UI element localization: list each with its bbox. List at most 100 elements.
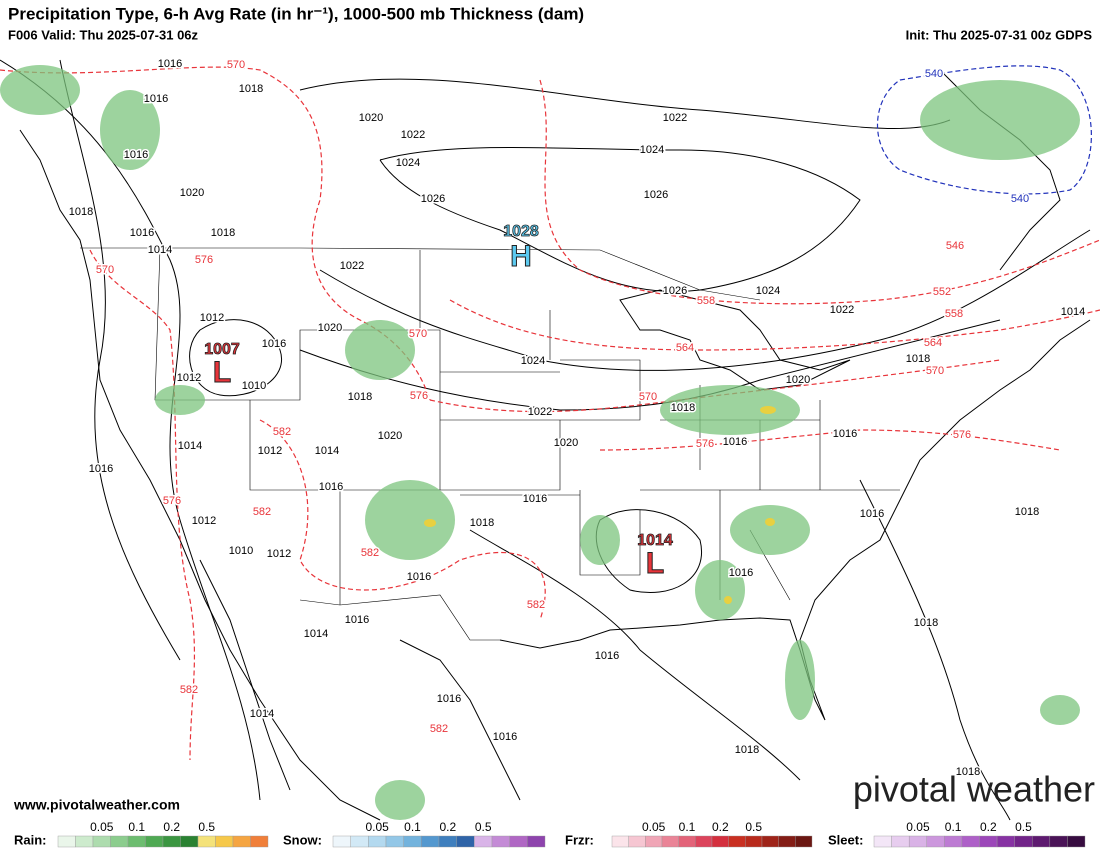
- thickness-label: 576: [163, 495, 181, 507]
- legend-swatch: [1049, 835, 1068, 848]
- isobar-label: 1016: [158, 58, 182, 70]
- pressure-value: 1007: [204, 341, 240, 358]
- legend-tick: 0.2: [980, 820, 997, 834]
- watermark: pivotal weather: [853, 769, 1095, 810]
- thickness-label: 552: [933, 286, 951, 298]
- isobar: [299, 319, 1001, 411]
- legend-swatch: [944, 835, 963, 848]
- thickness-label: 582: [527, 599, 545, 611]
- thickness-contour-540: [876, 65, 1092, 195]
- website: www.pivotalweather.com: [13, 797, 180, 813]
- header-background: [0, 0, 1100, 47]
- isobar-label: 1014: [148, 244, 172, 256]
- map-background: [0, 47, 1100, 822]
- legend-swatch: [350, 835, 369, 848]
- legend-swatch: [92, 835, 111, 848]
- isobar-label: 1014: [250, 708, 274, 720]
- legend-tick: 0.5: [745, 820, 762, 834]
- isobar-label: 1020: [318, 322, 342, 334]
- legend-swatch: [961, 835, 980, 848]
- thickness-label: 570: [926, 365, 944, 377]
- isobar-label: 1018: [348, 391, 372, 403]
- isobar-label: 1018: [671, 402, 695, 414]
- init-time: Init: Thu 2025-07-31 00z GDPS: [906, 27, 1093, 42]
- isobar-label: 1024: [640, 144, 664, 156]
- isobar-label: 1016: [89, 463, 113, 475]
- coastline: [199, 559, 291, 791]
- legend-tick: 0.1: [945, 820, 962, 834]
- isobar-label: 1018: [239, 83, 263, 95]
- legend-swatch: [250, 835, 269, 848]
- thickness-label: 576: [953, 429, 971, 441]
- legend-tick: 0.5: [475, 820, 492, 834]
- isobar-label: 1024: [756, 285, 780, 297]
- legend-swatch: [678, 835, 696, 848]
- legend-swatch: [661, 835, 679, 848]
- legend-swatch: [57, 835, 76, 848]
- legend-tick: 0.5: [1015, 820, 1032, 834]
- legend-tick: 0.1: [128, 820, 145, 834]
- legend-label: Frzr:: [565, 832, 594, 847]
- legend-swatch: [1032, 835, 1051, 848]
- isobar-label: 1016: [729, 567, 753, 579]
- thickness-label: 546: [946, 240, 964, 252]
- legend-swatch: [215, 835, 234, 848]
- legend-swatch: [509, 835, 528, 848]
- isobar-label: 1016: [262, 338, 286, 350]
- legend-swatch: [75, 835, 94, 848]
- legend-swatch: [778, 835, 796, 848]
- legend-swatch: [745, 835, 763, 848]
- legend-swatch: [403, 835, 422, 848]
- precipitation: [0, 65, 1080, 820]
- legend-swatch: [795, 835, 813, 848]
- base-map: [0, 47, 1100, 822]
- coastline: [19, 129, 381, 821]
- legend-tick: 0.2: [163, 820, 180, 834]
- thickness-label: 576: [195, 254, 213, 266]
- legend: Rain: 0.05 0.1 0.2 0.5 Snow: 0.05 0.1 0.2 0.5 Frzr…: [14, 820, 1086, 848]
- isobar-label: 1026: [644, 189, 668, 201]
- isobar-label: 1024: [396, 157, 420, 169]
- legend-tick: 0.1: [679, 820, 696, 834]
- legend-swatch: [1014, 835, 1033, 848]
- legend-swatch: [127, 835, 146, 848]
- legend-swatch: [645, 835, 663, 848]
- legend-swatch: [611, 835, 629, 848]
- isobar-label: 1018: [470, 517, 494, 529]
- legend-tick: 0.5: [198, 820, 215, 834]
- isobar-label: 1016: [144, 93, 168, 105]
- isobar-label: 1016: [523, 493, 547, 505]
- legend-swatch: [368, 835, 387, 848]
- isobar-label: 1014: [315, 445, 339, 457]
- isobar-label: 1026: [663, 285, 687, 297]
- legend-swatch: [527, 835, 546, 848]
- legend-label: Snow:: [283, 832, 322, 847]
- thickness-label: 582: [430, 723, 448, 735]
- thickness-label: 582: [253, 506, 271, 518]
- isobar-label: 1012: [192, 515, 216, 527]
- country-border: [80, 247, 761, 641]
- isobar-label: 1020: [786, 374, 810, 386]
- isobar-label: 1020: [554, 437, 578, 449]
- isobar-label: 1016: [723, 436, 747, 448]
- isobar-label: 1020: [359, 112, 383, 124]
- legend-swatch: [711, 835, 729, 848]
- isobar-label: 1016: [407, 571, 431, 583]
- isobar-label: 1016: [437, 693, 461, 705]
- great-lakes: [619, 289, 851, 391]
- thickness-label: 582: [180, 684, 198, 696]
- isobar-label: 1022: [340, 260, 364, 272]
- isobar-label: 1022: [663, 112, 687, 124]
- isobar-label: 1016: [595, 650, 619, 662]
- isobar-label: 1022: [830, 304, 854, 316]
- isobar: [379, 147, 861, 292]
- legend-swatch: [1067, 835, 1086, 848]
- legend-swatch: [474, 835, 493, 848]
- thickness-label: 540: [925, 68, 943, 80]
- thickness-label: 558: [697, 295, 715, 307]
- legend-tick: 0.2: [439, 820, 456, 834]
- isobar: [319, 229, 1091, 371]
- isobar: [299, 78, 951, 130]
- legend-swatch: [728, 835, 746, 848]
- legend-swatch: [145, 835, 164, 848]
